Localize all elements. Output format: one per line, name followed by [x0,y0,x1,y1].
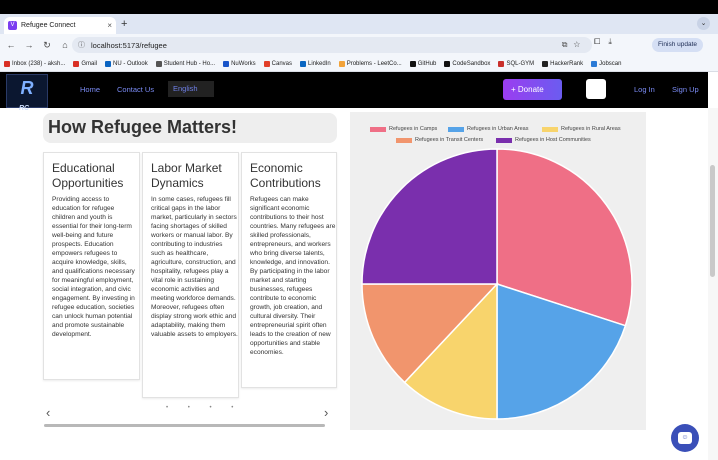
carousel-scrollbar[interactable] [44,424,325,427]
carousel-dots[interactable]: • • • • [166,405,243,411]
app-logo[interactable]: R RC [6,74,48,112]
page-scroll-thumb[interactable] [710,165,715,277]
bookmark-item[interactable]: GitHub [409,60,436,67]
bookmark-item[interactable]: NuWorks [223,60,256,67]
bookmark-item[interactable]: HackerRank [542,60,583,67]
profile-button[interactable] [586,79,606,99]
bookmark-item[interactable]: Canvas [263,60,292,67]
login-link[interactable]: Log In [634,85,655,94]
card-body: In some cases, refugees fill critical ga… [151,196,238,338]
card-title: Labor Market Dynamics [151,161,222,190]
legend-swatch [448,126,464,132]
carousel-next-icon[interactable]: › [324,405,329,420]
bookmark-item[interactable]: Jobscan [591,60,621,67]
url-text: localhost:5173/refugee [91,40,167,50]
legend-item[interactable]: Refugees in Transit Centers [396,137,483,143]
legend-swatch [496,137,512,143]
donate-button[interactable]: + Donate [503,79,562,100]
bookmark-item[interactable]: SQL-GYM [498,60,534,67]
extensions-icon[interactable]: ⧠ [594,37,601,46]
close-tab-icon[interactable]: × [107,21,112,30]
bookmarks-bar: Inbox (238) - aksh... Gmail NU - Outlook… [0,56,718,72]
chart-panel: Refugees in Camps Refugees in Urban Area… [350,112,646,430]
pie-slice-refugees-in-camps[interactable] [496,148,633,327]
toolbar-extensions: ⧠ ⤓ [594,37,612,47]
chat-button[interactable]: ☺ [671,424,699,452]
tab-title: Refugee Connect [21,22,76,29]
info-card-economic: Economic Contributions Refugees can make… [241,152,337,388]
bookmark-item[interactable]: LinkedIn [300,60,331,67]
section-title: How Refugee Matters! [48,117,238,137]
legend-item[interactable]: Refugees in Host Communities [496,137,591,143]
browser-tab[interactable]: V Refugee Connect × [4,17,116,34]
site-info-icon[interactable]: ⓘ [78,42,85,49]
browser-toolbar: ← → ↻ ⌂ ⓘ localhost:5173/refugee ⧉☆ ⧠ ⤓ … [0,34,718,56]
legend-item[interactable]: Refugees in Urban Areas [448,126,528,132]
section-heading-box [43,113,337,143]
legend-swatch [542,126,558,132]
favicon-icon: V [8,21,17,30]
bookmark-item[interactable]: Problems - LeetCo... [338,60,402,67]
pie-slice-refugees-in-rural-areas[interactable] [403,282,498,420]
pie-slice-refugees-in-transit-centers[interactable] [361,283,499,384]
nav-contact-link[interactable]: Contact Us [117,85,155,94]
legend-swatch [370,126,386,132]
pie-slice-refugees-in-host-communities[interactable] [361,148,498,285]
card-title: Educational Opportunities [52,161,124,190]
language-select[interactable]: English [168,81,214,97]
legend-item[interactable]: Refugees in Rural Areas [542,126,621,132]
card-body: Refugees can make significant economic c… [250,196,336,356]
chat-icon: ☺ [678,432,692,444]
info-card-education: Educational Opportunities Providing acce… [43,152,140,380]
forward-icon[interactable]: → [24,40,34,50]
legend-item[interactable]: Refugees in Camps [370,126,437,132]
address-bar[interactable]: ⓘ localhost:5173/refugee ⧉☆ [72,37,592,53]
browser-tab-strip: V Refugee Connect × + ⌄ [0,14,718,34]
info-card-labor: Labor Market Dynamics In some cases, ref… [142,152,239,398]
new-tab-button[interactable]: + [121,18,128,30]
bookmark-item[interactable]: Inbox (238) - aksh... [4,60,65,67]
carousel-prev-icon[interactable]: ‹ [46,405,51,420]
bookmark-item[interactable]: NU - Outlook [105,60,148,67]
bookmark-item[interactable]: Student Hub - Ho... [155,60,215,67]
logo-subtext: RC [19,105,30,112]
reload-icon[interactable]: ↻ [43,39,51,50]
card-title: Economic Contributions [250,161,321,190]
bookmark-item[interactable]: Gmail [73,60,97,67]
finish-update-button[interactable]: Finish update [652,38,704,52]
signup-link[interactable]: Sign Up [672,85,699,94]
screen-top-bezel [0,0,718,14]
back-icon[interactable]: ← [6,40,16,50]
download-icon[interactable]: ⤓ [608,37,612,46]
bookmark-star-icon[interactable]: ⧉☆ [561,40,586,49]
tab-search-icon[interactable]: ⌄ [697,17,710,30]
page-scrollbar[interactable] [708,108,718,460]
home-icon[interactable]: ⌂ [62,40,68,50]
bookmark-item[interactable]: CodeSandbox [444,60,490,67]
card-body: Providing access to education for refuge… [52,196,135,338]
pie-chart [361,148,633,420]
legend-swatch [396,137,412,143]
nav-home-link[interactable]: Home [80,85,101,94]
pie-slice-refugees-in-urban-areas[interactable] [496,282,627,420]
